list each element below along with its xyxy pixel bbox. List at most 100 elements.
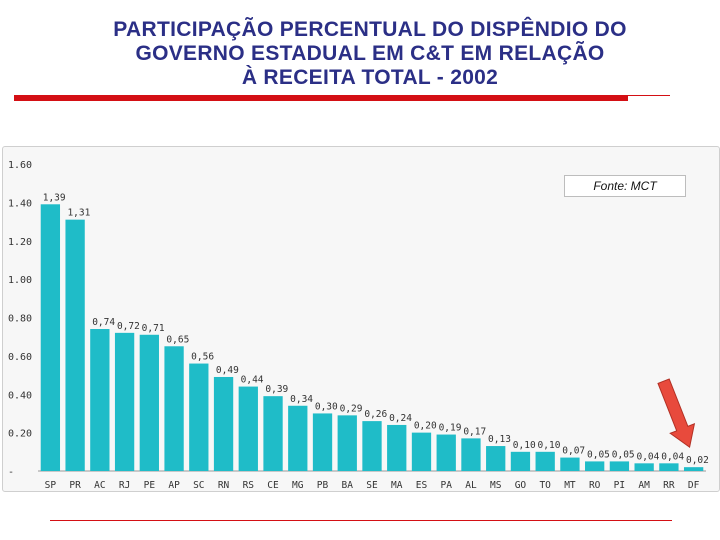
value-label: 0,20 xyxy=(414,421,437,432)
bar-pi xyxy=(609,461,630,471)
bar-am xyxy=(634,463,654,471)
category-label: DF xyxy=(688,480,700,491)
bar-es xyxy=(411,432,432,471)
category-label: PI xyxy=(614,480,625,491)
red-arrow-icon xyxy=(657,378,696,449)
bar-pr xyxy=(65,219,85,471)
category-label: PB xyxy=(317,480,329,491)
category-label: SP xyxy=(45,480,57,491)
y-tick-label: 0.20 xyxy=(8,429,32,440)
category-label: MS xyxy=(490,480,502,491)
y-tick-label: 0.80 xyxy=(8,314,32,325)
value-label: 0,29 xyxy=(340,403,363,414)
y-tick-label: 1.60 xyxy=(8,160,32,171)
y-tick-label: 0.40 xyxy=(8,390,32,401)
value-label: 1,39 xyxy=(43,192,66,203)
category-label: BA xyxy=(342,480,354,491)
value-label: 0,02 xyxy=(686,455,709,466)
category-label: MA xyxy=(391,480,403,491)
value-label: 0,05 xyxy=(612,449,635,460)
bar-ce xyxy=(263,396,283,471)
category-label: GO xyxy=(515,480,527,491)
footer-rule xyxy=(50,520,672,521)
title-line-2: GOVERNO ESTADUAL EM C&T EM RELAÇÃO xyxy=(135,42,605,65)
category-label: AC xyxy=(94,480,105,491)
category-label: CE xyxy=(267,480,279,491)
y-tick-label: 1.00 xyxy=(8,275,32,286)
category-label: RS xyxy=(243,480,255,491)
y-tick-label: 1.20 xyxy=(8,237,32,248)
category-label: RO xyxy=(589,480,601,491)
y-tick-label: - xyxy=(8,467,14,478)
value-label: 0,10 xyxy=(538,440,561,451)
value-label: 0,44 xyxy=(241,375,264,386)
title-underline-tail xyxy=(628,95,670,96)
y-tick-label: 0.60 xyxy=(8,352,32,363)
bar-ba xyxy=(337,415,357,471)
bar-mg xyxy=(288,405,308,471)
value-label: 0,74 xyxy=(92,317,115,328)
category-label: AL xyxy=(465,480,477,491)
title-underline xyxy=(14,95,628,101)
value-labels: 1,391,31 0,74 0,72 0,710,650,560,490,440,39… xyxy=(43,192,709,466)
bar-ro xyxy=(585,461,605,471)
bar-rs xyxy=(238,386,258,471)
bar-sc xyxy=(189,363,209,471)
bar-se xyxy=(362,421,382,471)
x-axis: SP PR AC RJ PE AP SC RN RS CE MG PB BA SE MA ES PA AL MS GO… xyxy=(45,480,700,491)
bar-df xyxy=(683,467,704,471)
value-label: 0,39 xyxy=(265,384,288,395)
category-label: PR xyxy=(69,480,81,491)
category-label: RJ xyxy=(119,480,130,491)
bar-pe xyxy=(139,334,159,471)
value-label: 0,56 xyxy=(191,352,214,363)
bar-sp xyxy=(40,204,61,471)
source-note: Fonte: MCT xyxy=(564,175,686,197)
value-label: 0,72 xyxy=(117,321,140,332)
bar-al xyxy=(461,438,481,471)
value-label: 0,71 xyxy=(142,323,165,334)
bar-pa xyxy=(436,434,456,471)
category-label: SC xyxy=(193,480,204,491)
bar-rj xyxy=(114,332,135,471)
chart-title: PARTICIPAÇÃO PERCENTUAL DO DISPÊNDIO DO … xyxy=(40,18,700,90)
bar-ac xyxy=(90,329,110,471)
value-label: 0,65 xyxy=(166,334,189,345)
category-label: AP xyxy=(168,480,180,491)
bar-rn xyxy=(213,376,234,471)
category-label: MT xyxy=(564,480,576,491)
value-label: 0,30 xyxy=(315,401,338,412)
category-label: PA xyxy=(440,480,452,491)
category-label: RN xyxy=(218,480,230,491)
value-label: 1,31 xyxy=(67,208,90,219)
value-label: 0,49 xyxy=(216,365,239,376)
category-label: ES xyxy=(416,480,428,491)
bar-pb xyxy=(312,413,333,471)
category-label: SE xyxy=(366,480,378,491)
category-label: TO xyxy=(539,480,551,491)
value-label: 0,04 xyxy=(661,451,684,462)
category-label: MG xyxy=(292,480,304,491)
bar-ma xyxy=(387,424,407,471)
title-line-1: PARTICIPAÇÃO PERCENTUAL DO DISPÊNDIO DO xyxy=(113,18,627,41)
bars xyxy=(40,204,704,471)
value-label: 0,13 xyxy=(488,434,511,445)
bar-rr xyxy=(659,463,679,471)
value-label: 0,04 xyxy=(636,451,659,462)
bar-ap xyxy=(164,346,184,471)
red-arrow-shape xyxy=(657,378,696,449)
category-label: RR xyxy=(663,480,675,491)
value-label: 0,19 xyxy=(439,423,462,434)
bar-go xyxy=(510,451,531,471)
value-label: 0,17 xyxy=(463,426,486,437)
value-label: 0,26 xyxy=(364,409,387,420)
bar-to xyxy=(535,451,555,471)
category-label: PE xyxy=(144,480,156,491)
value-label: 0,07 xyxy=(562,446,585,457)
y-tick-label: 1.40 xyxy=(8,198,32,209)
bar-ms xyxy=(486,446,506,471)
value-label: 0,05 xyxy=(587,449,610,460)
bar-mt xyxy=(560,457,580,471)
category-label: AM xyxy=(638,480,650,491)
